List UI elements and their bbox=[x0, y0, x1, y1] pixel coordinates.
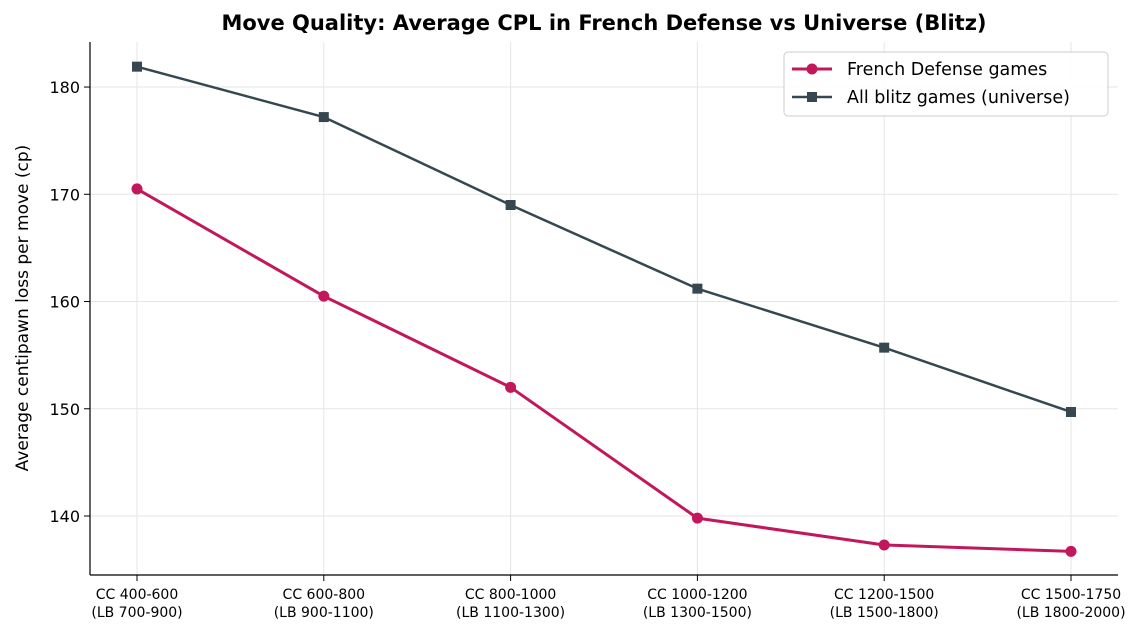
y-tick-label: 150 bbox=[49, 400, 80, 419]
series-line bbox=[135, 187, 1073, 553]
legend-swatch-marker bbox=[807, 92, 817, 102]
data-point bbox=[505, 200, 516, 211]
x-tick-label: CC 1500-1750 bbox=[1021, 587, 1121, 603]
legend-box bbox=[783, 51, 1109, 117]
axes bbox=[89, 42, 1118, 576]
data-point bbox=[691, 512, 703, 524]
grid bbox=[90, 42, 1118, 575]
legend-label: French Defense games bbox=[847, 60, 1047, 80]
data-point bbox=[318, 290, 330, 302]
y-tick-label: 140 bbox=[49, 507, 80, 526]
data-point bbox=[692, 283, 703, 294]
data-point bbox=[1065, 545, 1077, 557]
data-point bbox=[878, 539, 890, 551]
x-tick-label: (LB 1100-1300) bbox=[456, 605, 565, 621]
x-tick-label: (LB 1300-1500) bbox=[643, 605, 752, 621]
x-tick-label: CC 400-600 bbox=[96, 587, 179, 603]
y-tick-label: 160 bbox=[49, 293, 80, 312]
series-layer bbox=[131, 61, 1077, 557]
x-tick-label: CC 800-1000 bbox=[465, 587, 556, 603]
x-tick-label: (LB 900-1100) bbox=[274, 605, 374, 621]
chart-title: Move Quality: Average CPL in French Defe… bbox=[221, 11, 986, 35]
series-line bbox=[135, 65, 1073, 414]
x-tick-label: (LB 700-900) bbox=[91, 605, 182, 621]
y-axis-label: Average centipawn loss per move (cp) bbox=[13, 145, 33, 472]
legend: French Defense games All blitz games (uni… bbox=[783, 51, 1109, 117]
data-point bbox=[318, 112, 329, 123]
y-ticks: 140 150 160 170 180 bbox=[49, 78, 90, 526]
data-point bbox=[505, 381, 517, 393]
x-tick-label: CC 1200-1500 bbox=[834, 587, 934, 603]
x-ticks: CC 400-600 (LB 700-900) CC 600-800 (LB 900-… bbox=[91, 575, 1126, 621]
x-tick-label: CC 600-800 bbox=[283, 587, 366, 603]
legend-swatch-marker bbox=[806, 63, 818, 75]
x-tick-label: (LB 1500-1800) bbox=[830, 605, 939, 621]
data-point bbox=[132, 61, 142, 72]
data-point bbox=[879, 342, 890, 353]
y-tick-label: 170 bbox=[49, 185, 80, 204]
x-tick-label: (LB 1800-2000) bbox=[1016, 605, 1125, 621]
data-point bbox=[1066, 406, 1076, 417]
x-tick-label: CC 1000-1200 bbox=[647, 587, 747, 603]
data-point bbox=[131, 183, 143, 195]
y-tick-label: 180 bbox=[49, 78, 80, 97]
legend-label: All blitz games (universe) bbox=[847, 88, 1070, 108]
